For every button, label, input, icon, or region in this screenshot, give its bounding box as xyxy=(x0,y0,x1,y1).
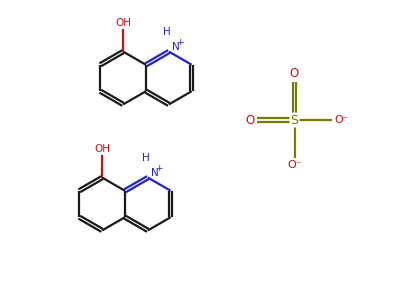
Text: OH: OH xyxy=(115,18,131,28)
Text: S: S xyxy=(290,113,298,127)
Text: O: O xyxy=(245,113,254,127)
Text: N: N xyxy=(151,168,159,178)
Text: O⁻: O⁻ xyxy=(287,160,302,170)
Text: O⁻: O⁻ xyxy=(334,115,349,125)
Text: OH: OH xyxy=(94,144,110,154)
Text: N: N xyxy=(172,42,180,52)
Text: H: H xyxy=(142,153,150,163)
Text: O: O xyxy=(290,67,299,80)
Text: +: + xyxy=(155,164,163,173)
Text: H: H xyxy=(164,27,171,37)
Text: +: + xyxy=(176,38,184,47)
